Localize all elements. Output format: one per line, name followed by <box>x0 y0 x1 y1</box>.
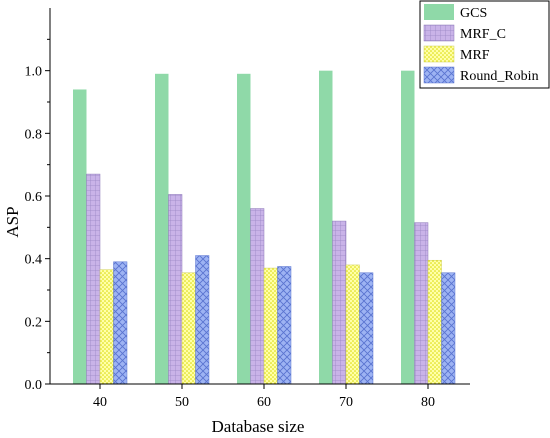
x-tick-label: 60 <box>257 395 271 410</box>
bar-gcs-50 <box>155 73 169 385</box>
legend-label-mrf: MRF <box>460 48 490 63</box>
bar-mrf-60 <box>263 267 278 385</box>
bar-mrf-80 <box>427 259 442 385</box>
legend-swatch-round-robin <box>423 66 455 84</box>
bar-round-robin-50 <box>195 255 210 385</box>
bar-mrf-70 <box>345 264 360 385</box>
y-tick-label: 1.0 <box>25 65 43 80</box>
legend-swatch-mrf <box>423 45 455 63</box>
x-tick-label: 50 <box>175 395 189 410</box>
bar-mrf-c-80 <box>414 222 429 385</box>
y-tick-label: 0.2 <box>25 315 43 330</box>
x-tick-label: 70 <box>339 395 353 410</box>
bar-gcs-40 <box>73 89 87 384</box>
bar-round-robin-40 <box>113 261 128 385</box>
bar-round-robin-60 <box>277 266 292 385</box>
bar-mrf-c-50 <box>168 194 183 385</box>
bar-mrf-c-70 <box>332 220 347 385</box>
legend-swatch-mrf-c <box>423 24 455 42</box>
bar-round-robin-70 <box>359 272 374 385</box>
bar-gcs-70 <box>319 70 333 385</box>
bar-mrf-50 <box>181 272 196 385</box>
bar-gcs-60 <box>237 73 251 385</box>
bar-gcs-80 <box>401 70 415 385</box>
x-tick-label: 80 <box>421 395 435 410</box>
legend-swatch-gcs <box>424 4 454 20</box>
y-tick-label: 0.6 <box>25 190 43 205</box>
bar-mrf-40 <box>99 269 114 385</box>
legend-label-round-robin: Round_Robin <box>460 69 539 84</box>
legend-label-mrf-c: MRF_C <box>460 27 506 42</box>
y-tick-label: 0.8 <box>25 127 43 142</box>
x-tick-label: 40 <box>93 395 107 410</box>
plot-area: 0.0 0.2 0.4 0.6 0.8 1.0 40 50 60 70 80 <box>25 8 470 410</box>
bar-mrf-c-40 <box>86 173 101 385</box>
y-axis-label: ASP <box>3 206 22 237</box>
y-tick-label: 0.4 <box>25 253 43 268</box>
x-axis-label: Database size <box>212 417 305 436</box>
legend: GCS MRF_C MRF Round_Robin <box>419 0 550 89</box>
bar-round-robin-80 <box>441 272 456 385</box>
bar-mrf-c-60 <box>250 208 265 385</box>
y-tick-label: 0.0 <box>25 378 43 393</box>
legend-label-gcs: GCS <box>460 6 487 21</box>
